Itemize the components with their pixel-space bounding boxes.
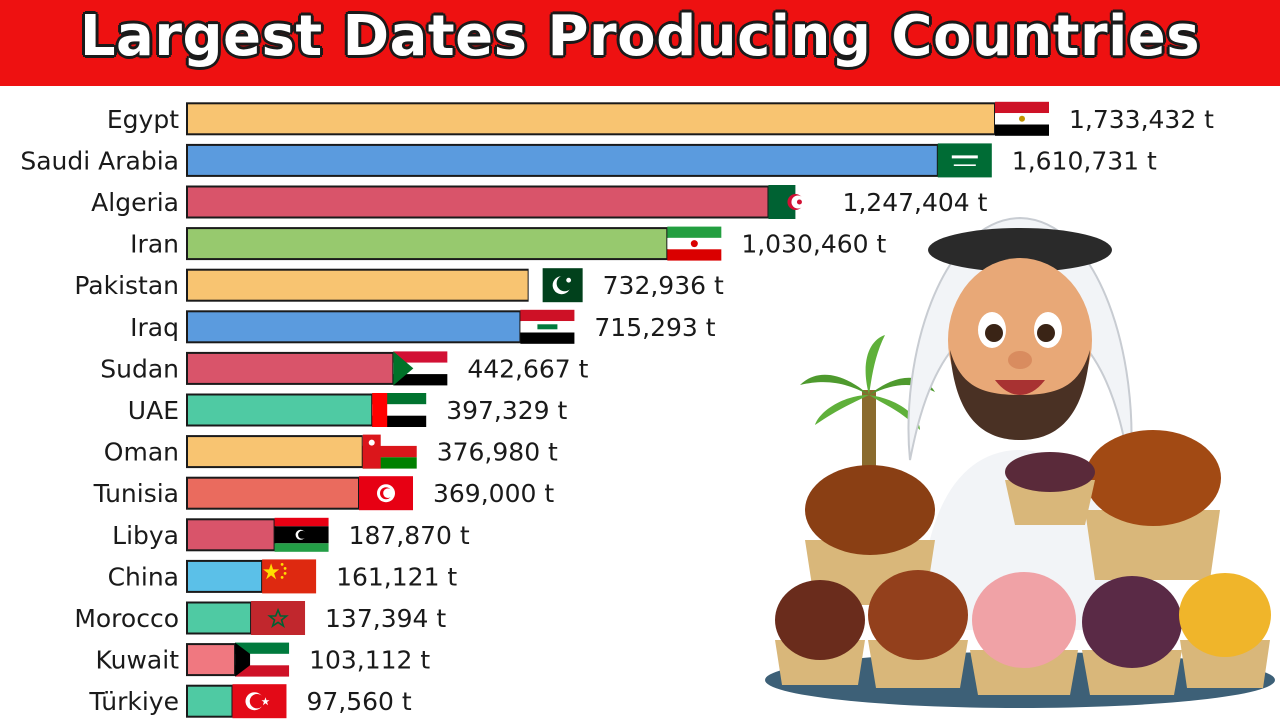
- country-label: China: [108, 562, 179, 591]
- country-label: Pakistan: [74, 271, 179, 300]
- saudi-arabia-flag-icon: [937, 143, 992, 178]
- bar: [186, 476, 361, 510]
- value-label: 103,112 t: [309, 646, 430, 675]
- bar: [186, 601, 253, 635]
- oman-flag-icon: [362, 434, 417, 469]
- country-label: Iraq: [130, 313, 179, 342]
- country-label: Kuwait: [95, 646, 179, 675]
- value-label: 97,560 t: [306, 687, 411, 716]
- country-label: Iran: [130, 230, 179, 259]
- tunisia-flag-icon: [359, 476, 414, 511]
- man-figure: [907, 216, 1133, 630]
- value-label: 715,293 t: [594, 313, 715, 342]
- bar: [186, 518, 276, 552]
- bar: [186, 227, 669, 261]
- bar: [186, 435, 364, 469]
- egypt-flag-icon: [995, 101, 1049, 136]
- value-label: 1,733,432 t: [1069, 105, 1214, 134]
- morocco-flag-icon: [251, 601, 306, 635]
- value-label: 1,610,731 t: [1012, 146, 1157, 175]
- bar: [186, 351, 395, 385]
- bar: [186, 185, 770, 219]
- value-label: 1,247,404 t: [842, 188, 987, 217]
- country-label: Sudan: [100, 354, 179, 383]
- value-label: 137,394 t: [325, 604, 446, 633]
- bar: [186, 559, 264, 593]
- country-label: Egypt: [107, 105, 179, 134]
- dates-seller-illustration: [765, 216, 1275, 708]
- country-label: Libya: [112, 521, 179, 550]
- bar: [186, 684, 234, 718]
- value-label: 369,000 t: [433, 479, 554, 508]
- bar: [186, 268, 530, 302]
- country-label: Morocco: [74, 604, 179, 633]
- uae-flag-icon: [372, 393, 427, 427]
- iran-flag-icon: [667, 226, 722, 261]
- country-label: Oman: [104, 438, 179, 467]
- turkiye-flag-icon: [232, 684, 287, 719]
- iraq-flag-icon: [520, 309, 575, 344]
- value-label: 161,121 t: [336, 562, 457, 591]
- country-label: Algeria: [91, 188, 179, 217]
- china-flag-icon: [262, 559, 317, 594]
- pakistan-flag-icon: [528, 268, 583, 303]
- value-label: 187,870 t: [349, 521, 470, 550]
- bar: [186, 143, 939, 177]
- value-label: 732,936 t: [603, 271, 724, 300]
- country-label: Tunisia: [93, 479, 179, 508]
- country-label: Türkiye: [88, 687, 179, 716]
- country-label: UAE: [128, 396, 179, 425]
- title-banner: [0, 0, 1280, 86]
- bar-chart: Egypt 1,733,432 t Saudi Arabia 1,610,731 t A…: [20, 101, 1214, 719]
- algeria-flag-icon: [768, 185, 823, 219]
- libya-flag-icon: [274, 517, 329, 552]
- value-label: 397,329 t: [446, 396, 567, 425]
- bar: [186, 102, 996, 136]
- chart-title: Largest Dates Producing Countries: [79, 4, 1201, 69]
- bar: [186, 643, 237, 677]
- value-label: 442,667 t: [467, 354, 588, 383]
- bar: [186, 310, 522, 344]
- bar: [186, 393, 374, 427]
- value-label: 1,030,460 t: [741, 230, 886, 259]
- country-label: Saudi Arabia: [20, 146, 179, 175]
- value-label: 376,980 t: [437, 438, 558, 467]
- sudan-flag-icon: [393, 351, 448, 386]
- date-baskets: [775, 430, 1271, 695]
- kuwait-flag-icon: [235, 642, 290, 677]
